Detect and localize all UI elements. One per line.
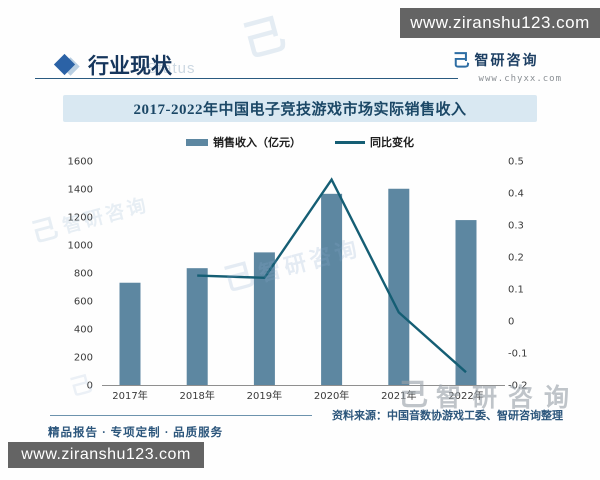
left-axis-tick: 200 (74, 353, 93, 364)
footer-tagline: 精品报告 · 专项定制 · 品质服务 (48, 427, 224, 439)
brand-site-url: www.chyxx.com (478, 74, 562, 84)
legend-item-bar: 销售收入（亿元） (186, 134, 301, 150)
section-title: 行业现状 (88, 54, 172, 78)
legend-line-label: 同比变化 (370, 137, 414, 149)
right-axis-tick: -0.2 (508, 381, 528, 392)
x-axis-label: 2021年 (381, 389, 416, 402)
header-divider (35, 78, 458, 79)
revenue-bar (455, 220, 477, 385)
right-axis-tick: 0.4 (508, 189, 524, 200)
right-axis-tick: 0.1 (508, 285, 524, 296)
legend-bar-label: 销售收入（亿元） (213, 137, 301, 149)
data-source: 资料来源：中国音数协游戏工委、智研咨询整理 (332, 410, 563, 422)
x-axis-label: 2022年 (448, 389, 483, 402)
left-axis-tick: 0 (87, 381, 93, 392)
legend-item-line: 同比变化 (335, 134, 414, 150)
footer-divider (50, 415, 312, 416)
page-header: Status 行业现状 己 智研咨询 www.chyxx.com (0, 0, 600, 90)
right-axis-tick: -0.1 (508, 349, 528, 360)
right-axis-tick: 0 (508, 317, 514, 328)
left-axis-tick: 800 (74, 269, 93, 280)
left-axis-tick: 600 (74, 297, 93, 308)
brand-logo-icon: 己 (452, 50, 470, 70)
x-axis-label: 2017年 (112, 389, 147, 402)
brand-block: 己 智研咨询 www.chyxx.com (452, 50, 562, 85)
section-title-ghost: Status (147, 60, 196, 77)
combo-chart: 1600 1400 1200 1000 800 600 400 200 0 0.5 0.4 0.3 0.… (68, 157, 528, 403)
left-axis-tick: 1400 (68, 185, 93, 196)
right-axis-tick: 0.3 (508, 221, 524, 232)
x-axis-label: 2020年 (314, 389, 349, 402)
left-axis-tick: 1200 (68, 213, 93, 224)
left-axis-tick: 1600 (68, 157, 93, 168)
brand-name: 智研咨询 (474, 52, 539, 68)
legend-bar-swatch (186, 138, 208, 146)
chart-title: 2017-2022年中国电子竞技游戏市场实际销售收入 (133, 102, 467, 118)
legend-line-swatch (335, 140, 365, 144)
revenue-bar (119, 282, 141, 385)
right-axis-tick: 0.5 (508, 157, 524, 168)
watermark-url-top: www.ziranshu123.com (400, 8, 600, 38)
left-axis-tick: 1000 (68, 241, 93, 252)
chart-legend: 销售收入（亿元） 同比变化 (0, 133, 600, 151)
revenue-bar (253, 252, 275, 385)
left-axis-tick: 400 (74, 325, 93, 336)
revenue-bar (186, 268, 208, 385)
x-axis-label: 2019年 (247, 389, 282, 402)
yoy-line (197, 177, 467, 374)
chart-title-bar: 2017-2022年中国电子竞技游戏市场实际销售收入 (63, 95, 537, 122)
diamond-icon (53, 53, 81, 77)
right-axis-tick: 0.2 (508, 253, 524, 264)
revenue-bar (321, 193, 343, 385)
x-axis-label: 2018年 (179, 389, 214, 402)
revenue-bar (388, 188, 410, 385)
watermark-url-bottom: www.ziranshu123.com (8, 442, 204, 468)
